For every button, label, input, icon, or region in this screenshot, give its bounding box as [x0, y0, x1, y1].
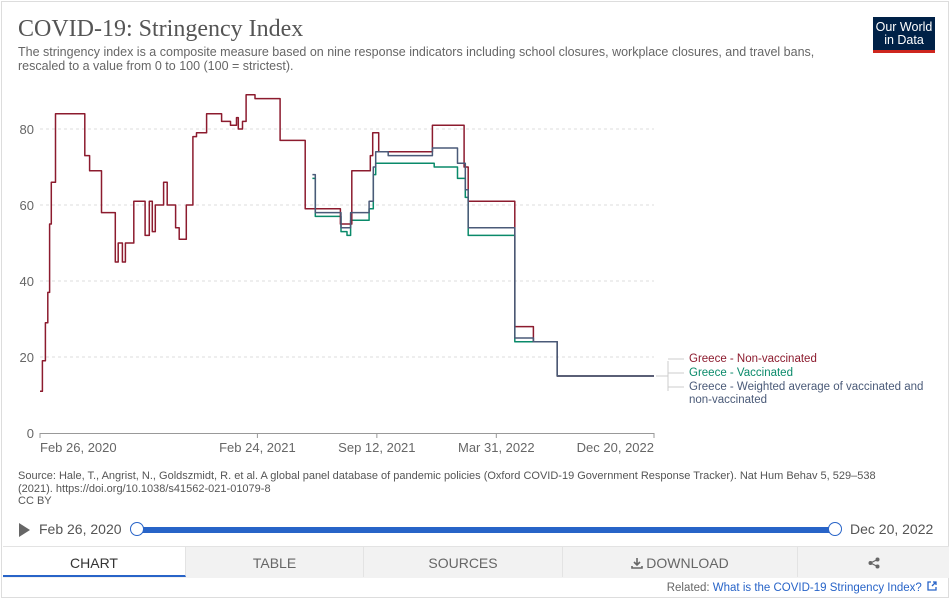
- play-icon[interactable]: [19, 523, 30, 537]
- share-icon: [868, 557, 879, 569]
- logo-line1: Our World: [875, 20, 933, 34]
- tab-table[interactable]: Table: [186, 547, 364, 577]
- timeline: Feb 26, 2020 Dec 20, 2022: [0, 518, 952, 542]
- tab-chart[interactable]: Chart: [3, 547, 186, 577]
- x-tick-label: Sep 12, 2021: [338, 440, 415, 455]
- timeline-end-handle[interactable]: [828, 522, 842, 536]
- owid-logo[interactable]: Our World in Data: [873, 17, 935, 53]
- share-button[interactable]: [798, 547, 949, 577]
- chart-subtitle: The stringency index is a composite meas…: [18, 45, 815, 73]
- series-line-greece-vaccinated: [312, 162, 654, 377]
- timeline-track[interactable]: [137, 527, 835, 533]
- tab-sources-label: Sources: [428, 555, 498, 571]
- x-tick-label: Dec 20, 2022: [577, 440, 654, 455]
- tab-download[interactable]: Download: [563, 547, 798, 577]
- series-line-greece-non-vaccinated: [40, 94, 654, 392]
- x-tick-label: Mar 31, 2022: [458, 440, 535, 455]
- tab-table-label: Table: [252, 555, 297, 571]
- series-line-greece-weighted-average-of-vaccinated-and-non-vaccinated: [312, 147, 654, 377]
- tab-download-label: Download: [646, 555, 729, 571]
- timeline-start-handle[interactable]: [130, 522, 144, 536]
- x-tick-label: Feb 26, 2020: [40, 440, 117, 455]
- external-link-icon[interactable]: [927, 581, 937, 591]
- line-chart: 0 20 40 60 80 Feb 26, 2020 Feb 24, 2021 Sep 12,…: [20, 94, 923, 455]
- legend-label: Greece - Vaccinated: [689, 367, 793, 379]
- x-tick-label: Feb 24, 2021: [219, 440, 296, 455]
- legend-label: Greece - Weighted average of vaccinated …: [689, 381, 923, 406]
- tab-bar: Chart Table Sources Download: [3, 546, 949, 578]
- y-tick-label: 80: [20, 122, 34, 137]
- download-icon: [631, 558, 644, 569]
- related-note: Related: What is the COVID-19 Stringency…: [667, 581, 937, 594]
- related-prefix: Related:: [666, 582, 710, 594]
- tab-sources[interactable]: Sources: [364, 547, 563, 577]
- timeline-end-label: Dec 20, 2022: [850, 521, 934, 537]
- source-note: Source: Hale, T., Angrist, N., Goldszmid…: [18, 470, 898, 508]
- license-text: CC BY: [18, 495, 52, 507]
- y-tick-label: 60: [20, 198, 34, 213]
- timeline-start-label: Feb 26, 2020: [39, 521, 122, 537]
- y-tick-label: 20: [20, 350, 34, 365]
- legend-label: Greece - Non-vaccinated: [689, 353, 817, 365]
- y-tick-label: 0: [27, 426, 34, 441]
- y-tick-label: 40: [20, 274, 34, 289]
- related-link[interactable]: What is the COVID-19 Stringency Index?: [712, 582, 922, 594]
- logo-line2: in Data: [884, 33, 924, 47]
- tab-chart-label: Chart: [70, 555, 118, 571]
- page-title: COVID-19: Stringency Index: [18, 16, 304, 42]
- source-text: Source: Hale, T., Angrist, N., Goldszmid…: [18, 470, 876, 495]
